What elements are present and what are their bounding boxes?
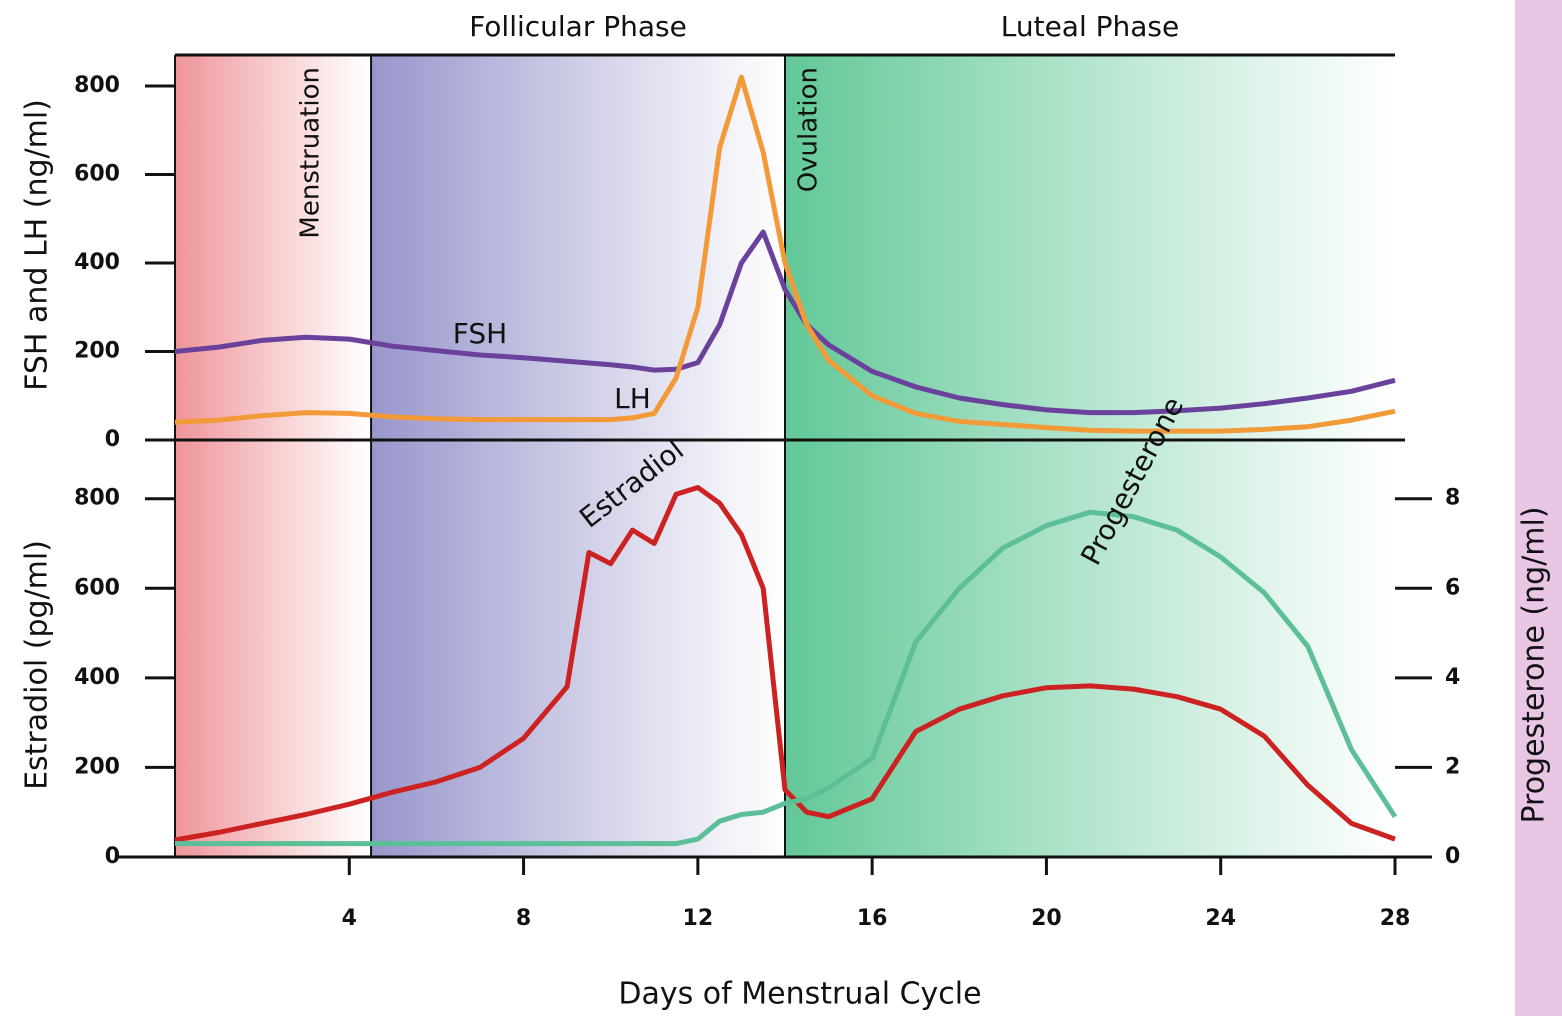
y-tick-label: 800 — [74, 73, 120, 98]
x-axis-label: Days of Menstrual Cycle — [618, 977, 981, 1012]
x-tick-label: 16 — [857, 906, 888, 931]
phase-label: Follicular Phase — [469, 10, 687, 43]
x-tick-label: 24 — [1205, 906, 1236, 931]
y2-tick-label: 4 — [1445, 665, 1460, 690]
y2-tick-label: 0 — [1445, 844, 1460, 869]
y-axis-label: FSH and LH (ng/ml) — [20, 99, 55, 391]
y-tick-label: 400 — [74, 665, 120, 690]
y2-tick-label: 6 — [1445, 575, 1460, 600]
y-axis-label: Estradiol (pg/ml) — [20, 540, 55, 790]
side-decoration — [1515, 0, 1562, 1016]
y-tick-label: 0 — [105, 844, 120, 869]
y-tick-label: 600 — [74, 575, 120, 600]
marker-label: Ovulation — [794, 67, 824, 192]
series-line — [174, 74, 1396, 434]
series-label: FSH — [453, 317, 507, 350]
phase-label: Luteal Phase — [1001, 10, 1180, 43]
series-line — [174, 229, 1396, 416]
x-tick-label: 12 — [683, 906, 714, 931]
x-tick-label: 20 — [1031, 906, 1062, 931]
x-tick-label: 28 — [1380, 906, 1411, 931]
region-band — [175, 55, 372, 857]
y-tick-label: 200 — [74, 338, 120, 363]
y2-tick-label: 8 — [1445, 486, 1460, 511]
y2-axis-label: Progesterone (ng/ml) — [1517, 506, 1552, 823]
series-line — [174, 485, 1396, 843]
y-tick-label: 400 — [74, 250, 120, 275]
y-tick-label: 600 — [74, 161, 120, 186]
phase-band — [371, 55, 785, 857]
y2-tick-label: 2 — [1445, 754, 1460, 779]
series-label: LH — [614, 382, 651, 415]
region-label: Menstruation — [296, 67, 326, 239]
y-tick-label: 200 — [74, 754, 120, 779]
x-tick-label: 8 — [516, 906, 531, 931]
phase-band — [785, 55, 1395, 857]
x-tick-label: 4 — [342, 906, 357, 931]
series-line — [175, 509, 1398, 847]
y-tick-label: 800 — [74, 486, 120, 511]
y-tick-label: 0 — [105, 427, 120, 452]
